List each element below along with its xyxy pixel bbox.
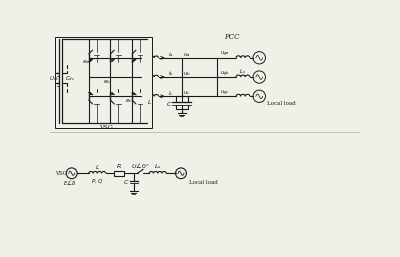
- Text: $U_{dc}$: $U_{dc}$: [49, 74, 59, 83]
- Polygon shape: [94, 52, 99, 56]
- Text: $e_c$: $e_c$: [125, 97, 133, 105]
- Text: $L$: $L$: [95, 163, 100, 171]
- Text: $i_a$: $i_a$: [168, 50, 174, 59]
- Text: $L_s$: $L_s$: [154, 162, 162, 171]
- Polygon shape: [116, 100, 120, 104]
- Text: $C$: $C$: [123, 178, 129, 186]
- Polygon shape: [116, 52, 120, 56]
- Text: $u_{gc}$: $u_{gc}$: [220, 89, 230, 98]
- Text: VSG: VSG: [99, 125, 113, 130]
- Text: $u_a$: $u_a$: [182, 51, 190, 59]
- Text: $U\angle 0°$: $U\angle 0°$: [130, 161, 149, 170]
- Text: $u_b$: $u_b$: [182, 70, 190, 78]
- Bar: [55, 37, 152, 128]
- Text: Local load: Local load: [267, 102, 296, 106]
- Text: $R$: $R$: [116, 162, 122, 170]
- Text: $i_b$: $i_b$: [168, 69, 174, 78]
- Text: $u_{ga}$: $u_{ga}$: [220, 50, 230, 59]
- Text: $C_{dc}$: $C_{dc}$: [65, 74, 75, 83]
- Text: $L$: $L$: [148, 98, 152, 106]
- Text: Local load: Local load: [189, 180, 218, 185]
- Text: $e_a$: $e_a$: [82, 58, 90, 66]
- Polygon shape: [138, 100, 142, 104]
- Polygon shape: [94, 100, 99, 104]
- Text: PCC: PCC: [224, 33, 240, 41]
- Text: $u_{gb}$: $u_{gb}$: [220, 69, 230, 79]
- Text: $L_s$: $L_s$: [240, 67, 246, 76]
- Text: $u_c$: $u_c$: [183, 89, 190, 97]
- Text: $C$: $C$: [166, 100, 172, 108]
- Polygon shape: [138, 52, 142, 56]
- Bar: [114, 171, 124, 176]
- Text: $i_c$: $i_c$: [168, 89, 174, 98]
- Text: $E\angle\delta$: $E\angle\delta$: [63, 178, 77, 187]
- Text: VSG: VSG: [55, 171, 67, 176]
- Text: $e_b$: $e_b$: [103, 78, 112, 86]
- Text: $P,Q$: $P,Q$: [91, 177, 103, 185]
